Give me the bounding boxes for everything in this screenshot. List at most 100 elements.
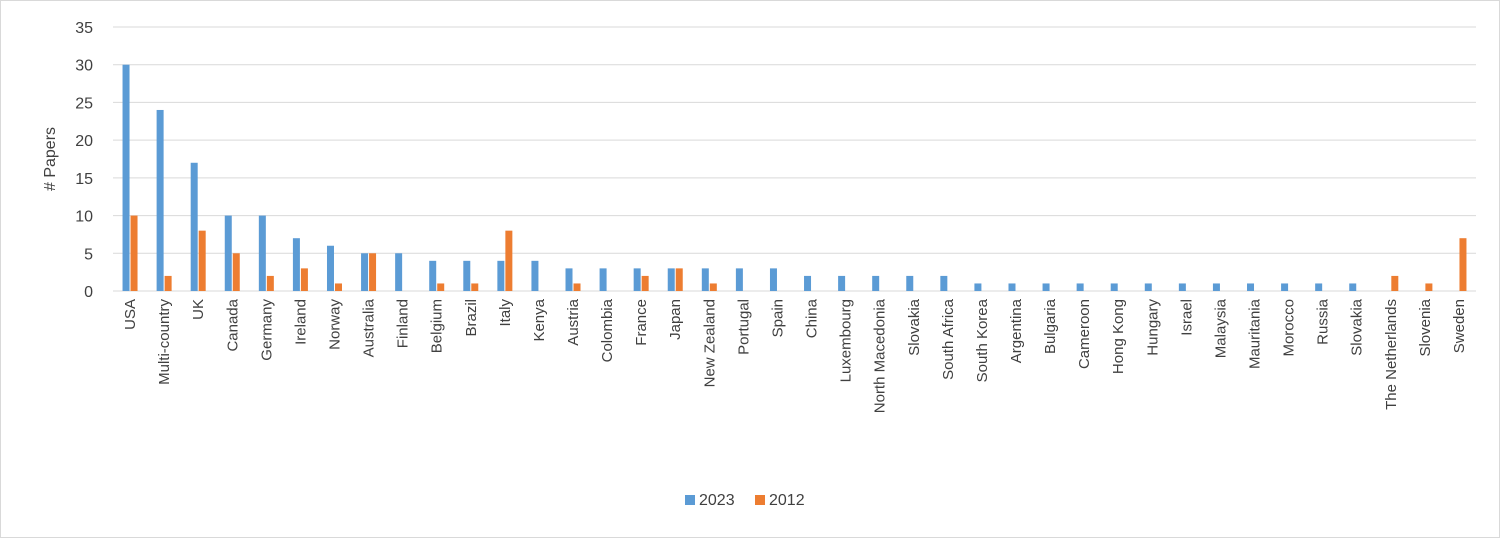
x-category-label: Colombia	[599, 298, 616, 362]
x-category-label: New Zealand	[701, 299, 718, 387]
bar-2023-north-macedonia	[872, 275, 880, 291]
bar-2023-japan	[667, 268, 675, 291]
bar-2012-sweden	[1459, 238, 1467, 291]
bar-2023-portugal	[735, 268, 743, 291]
bar-2023-canada	[224, 215, 232, 291]
bar-2023-slovakia	[906, 275, 914, 291]
bar-2023-france	[633, 268, 641, 291]
x-category-label: Belgium	[429, 299, 446, 353]
bar-2023-bulgaria	[1042, 283, 1050, 291]
bar-2023-hong-kong	[1110, 283, 1118, 291]
x-category-label: Brazil	[463, 299, 480, 337]
bar-2023-south-korea	[974, 283, 982, 291]
bar-2012-australia	[369, 253, 377, 291]
bar-2012-italy	[505, 230, 513, 291]
x-category-label: Italy	[497, 299, 514, 327]
x-category-label: Japan	[667, 299, 684, 340]
x-category-label: Russia	[1315, 298, 1332, 345]
bar-2023-usa	[122, 64, 130, 291]
x-category-label: Portugal	[735, 299, 752, 355]
y-tick-label: 10	[75, 209, 93, 226]
x-category-label: Luxembourg	[838, 299, 855, 382]
x-category-label: Mauritania	[1247, 298, 1264, 369]
bar-2023-ireland	[292, 238, 300, 291]
legend-swatch	[685, 495, 695, 505]
x-category-label: North Macedonia	[872, 298, 889, 413]
bar-2023-australia	[361, 253, 369, 291]
bar-2023-brazil	[463, 260, 471, 291]
bar-2012-new-zealand	[709, 283, 717, 291]
legend: 2023 2012	[685, 492, 805, 509]
bar-2023-israel	[1178, 283, 1186, 291]
bar-2012-norway	[334, 283, 342, 291]
y-axis-ticks: 0 5 10 15 20 25 30 35	[75, 20, 93, 301]
x-category-label: China	[804, 298, 821, 338]
y-tick-label: 25	[75, 95, 93, 112]
bar-2012-the-netherlands	[1391, 275, 1399, 291]
x-category-label: The Netherlands	[1383, 299, 1400, 410]
x-category-label: Israel	[1178, 299, 1195, 336]
bar-2023-norway	[326, 245, 334, 291]
x-category-label: USA	[122, 299, 139, 330]
x-category-label: Kenya	[531, 298, 548, 341]
x-category-label: UK	[190, 299, 207, 320]
x-category-label: Germany	[258, 299, 275, 361]
bar-2023-belgium	[429, 260, 437, 291]
x-category-label: Argentina	[1008, 298, 1025, 363]
bar-2012-austria	[573, 283, 581, 291]
y-tick-label: 0	[84, 284, 93, 301]
bar-2023-germany	[258, 215, 266, 291]
y-tick-label: 5	[84, 246, 93, 263]
x-category-label: Norway	[326, 299, 343, 350]
x-category-label: Spain	[769, 299, 786, 337]
x-category-label: Sweden	[1451, 299, 1468, 353]
bar-2023-uk	[190, 162, 198, 291]
legend-label: 2012	[769, 492, 805, 509]
bar-2023-multi-country	[156, 109, 164, 291]
bar-2023-spain	[769, 268, 777, 291]
bar-2023-china	[804, 275, 812, 291]
bar-2023-hungary	[1144, 283, 1152, 291]
bar-2023-luxembourg	[838, 275, 846, 291]
legend-label: 2023	[699, 492, 735, 509]
x-category-label: Slovakia	[906, 298, 923, 355]
bar-2023-cameroon	[1076, 283, 1084, 291]
bar-2012-multi-country	[164, 275, 172, 291]
y-tick-label: 35	[75, 20, 93, 37]
bars	[122, 64, 1467, 291]
x-category-label: Australia	[361, 298, 378, 357]
x-category-label: Canada	[224, 298, 241, 351]
y-tick-label: 20	[75, 133, 93, 150]
bar-2023-new-zealand	[701, 268, 709, 291]
bar-2012-france	[641, 275, 649, 291]
bar-2023-finland	[395, 253, 403, 291]
bar-2023-kenya	[531, 260, 539, 291]
x-category-label: Finland	[395, 299, 412, 348]
x-category-label: France	[633, 299, 650, 346]
bar-2023-austria	[565, 268, 573, 291]
bar-2012-brazil	[471, 283, 479, 291]
bar-2023-mauritania	[1247, 283, 1255, 291]
bar-2012-japan	[675, 268, 683, 291]
x-category-label: Hungary	[1144, 299, 1161, 356]
x-category-label: South Korea	[974, 298, 991, 382]
gridlines	[113, 26, 1476, 292]
bar-2023-south-africa	[940, 275, 948, 291]
x-category-label: Austria	[565, 298, 582, 345]
x-category-label: Hong Kong	[1110, 299, 1127, 374]
y-tick-label: 30	[75, 58, 93, 75]
x-category-label: Slovakia	[1349, 298, 1366, 355]
bar-2023-italy	[497, 260, 505, 291]
x-category-label: South Africa	[940, 298, 957, 380]
x-category-label: Morocco	[1281, 299, 1298, 357]
bar-2023-malaysia	[1212, 283, 1220, 291]
bar-2012-ireland	[300, 268, 308, 291]
y-axis-title: # Papers	[42, 127, 59, 191]
bar-2023-colombia	[599, 268, 607, 291]
bar-2012-slovenia	[1425, 283, 1433, 291]
bar-2012-usa	[130, 215, 138, 291]
bar-2023-morocco	[1281, 283, 1289, 291]
bar-2012-belgium	[437, 283, 445, 291]
